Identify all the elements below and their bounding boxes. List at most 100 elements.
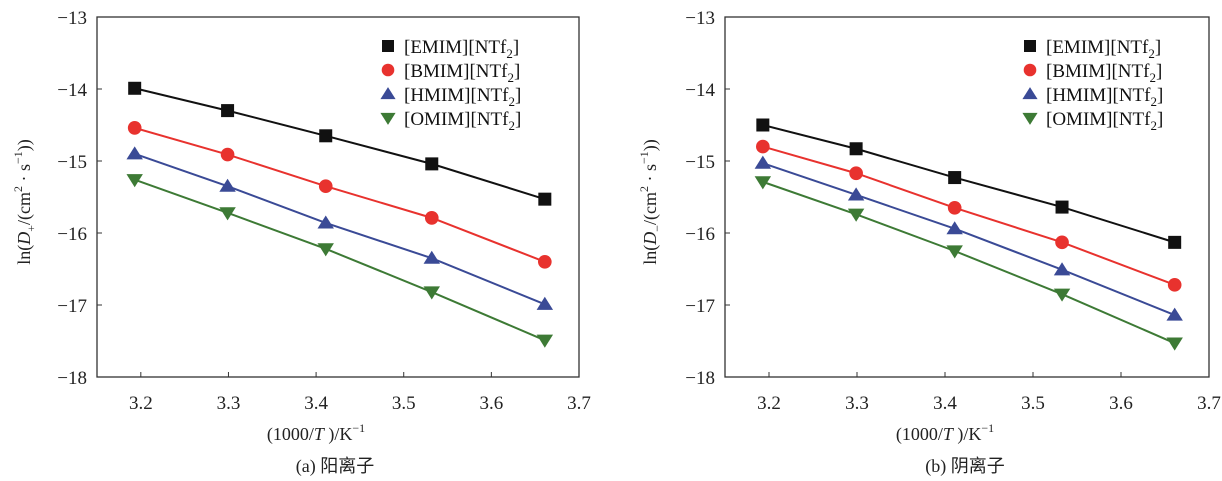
text-part: 2 [11,186,25,192]
text-part: −1 [637,151,651,164]
text-part: )/K [324,424,353,445]
legend-label: [EMIM][NTf2] [404,37,519,61]
series-line [134,152,546,306]
text-part: [EMIM][NTf [1046,37,1149,58]
data-point [1166,307,1183,321]
x-axis-label: (1000/T )/K−1 [267,421,365,445]
text-part: 2 [637,186,651,192]
text-part: ] [515,85,521,106]
legend-label: [EMIM][NTf2] [1046,37,1161,61]
text-part: (1000/ [896,424,943,445]
x-tick-label: 3.6 [1109,393,1133,414]
x-tick-label: 3.7 [1197,393,1221,414]
legend-marker [381,63,395,77]
data-point [317,243,334,257]
data-point [1053,288,1071,302]
y-axis-label: ln(D−/(cm2 · s−1)) [637,139,664,265]
text-part: /(cm [640,192,661,225]
legend-marker [380,112,396,125]
y-axis-label: ln(D+/(cm2 · s−1)) [11,139,38,265]
text-part: T [943,424,955,444]
text-part: [HMIM][NTf [404,85,509,106]
x-tick-label: 3.5 [1021,393,1045,414]
data-point [536,334,554,348]
data-point [1055,235,1069,250]
x-tick-label: 3.4 [304,393,328,414]
series-hmimntf2 [126,146,554,310]
legend-marker [1022,87,1038,100]
series-bmimntf2 [127,121,552,269]
text-part: 2 [1150,118,1157,133]
text-part: · s [640,164,660,186]
data-point [948,171,962,185]
data-point [1166,337,1183,351]
data-point [423,250,440,264]
figure-caption: (b) 阴离子 [925,456,1005,477]
series-omimntf2 [126,174,554,348]
text-part: 2 [508,118,515,133]
legend-marker [1024,40,1036,52]
x-tick-label: 3.7 [567,393,591,414]
data-point [849,142,863,156]
series-omimntf2 [754,176,1183,351]
text-part: − [650,225,664,232]
legend-label: [HMIM][NTf2] [404,85,521,109]
text-part: (1000/ [267,424,314,445]
legend-label: [HMIM][NTf2] [1046,85,1163,109]
data-point [1053,262,1071,276]
series-emimntf2 [128,81,552,206]
text-part: ] [515,109,521,130]
text-part: [OMIM][NTf [1046,109,1151,130]
y-tick-label: −13 [685,8,715,29]
text-part: ] [1155,37,1161,58]
y-tick-label: −14 [685,80,715,101]
data-point [319,129,333,143]
data-point [847,208,865,222]
text-part: 2 [507,70,514,85]
text-part: [BMIM][NTf [1046,61,1150,82]
data-point [756,139,770,154]
text-part: ] [513,37,519,58]
text-part: 2 [508,94,515,109]
data-point [221,104,235,118]
data-point [754,176,772,190]
text-part: [BMIM][NTf [404,61,508,82]
data-point [756,118,770,132]
y-tick-label: −13 [57,8,87,29]
x-tick-label: 3.2 [757,393,781,414]
text-part: · s [14,164,34,186]
text-part: 2 [1148,46,1155,61]
text-part: ] [1157,85,1163,106]
y-tick-label: −17 [57,296,87,317]
legend-label: [BMIM][NTf2] [1046,61,1162,85]
text-part: + [24,225,38,232]
data-point [536,296,554,310]
data-point [754,155,772,169]
data-point [317,215,334,229]
text-part: [OMIM][NTf [404,109,509,130]
text-part: ] [1156,61,1162,82]
series-line [762,162,1176,317]
series-line [134,126,546,263]
data-point [849,166,863,181]
text-part: −1 [11,151,25,164]
plot-frame [96,16,580,378]
legend-marker [1022,112,1038,125]
text-part: −1 [352,421,365,435]
text-part: ] [514,61,520,82]
series-bmimntf2 [756,139,1182,292]
text-part: ln( [640,245,661,265]
data-point [538,192,552,206]
data-point [425,157,439,171]
data-point [1167,278,1182,292]
text-part: /(cm [14,192,35,225]
data-point [126,146,143,160]
legend-label: [BMIM][NTf2] [404,61,520,85]
text-part: )) [14,139,35,151]
text-part: 2 [506,46,513,61]
text-part: )) [640,139,661,151]
data-point [220,147,235,162]
series-line [134,178,546,342]
data-point [127,121,142,135]
